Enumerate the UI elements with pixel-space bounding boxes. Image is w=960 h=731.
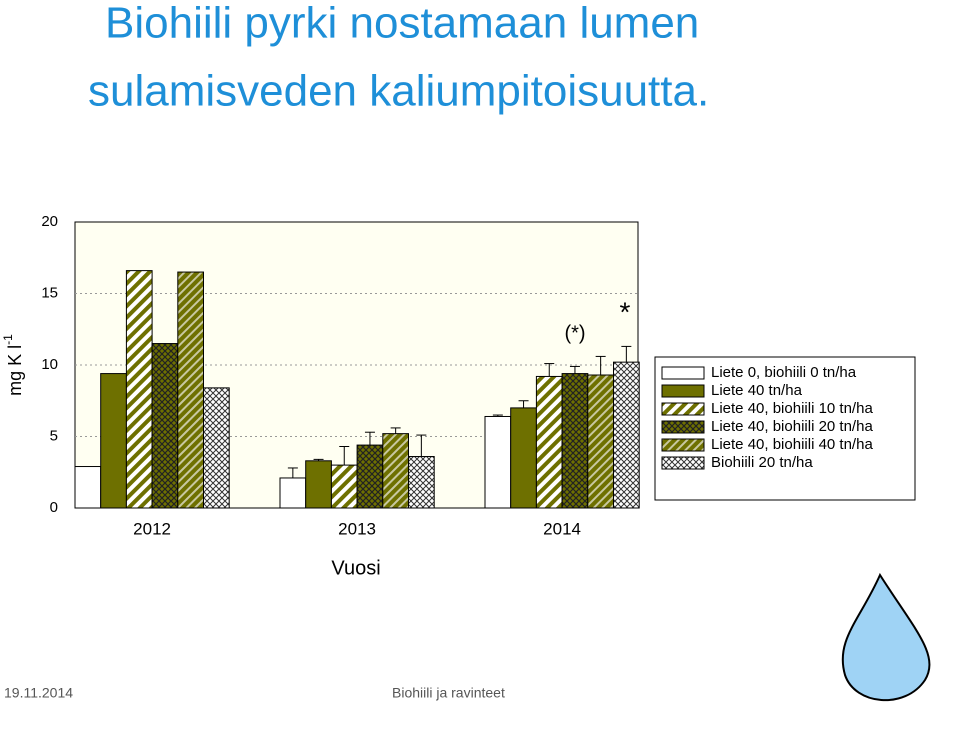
legend-swatch [661,438,705,452]
bar [484,415,512,509]
bar [613,361,640,509]
legend-swatch [661,456,705,470]
mascot-drop [841,572,931,702]
y-tick-label: 10 [41,356,58,373]
bar [151,343,179,509]
annotation: * [620,296,631,327]
bar [279,477,307,509]
bar [100,373,127,509]
footer-text: Biohiili ja ravinteet [392,685,505,701]
y-axis-label: mg K l-1 [1,334,25,396]
title-line: Biohiili pyrki nostamaan lumen [105,0,699,48]
y-tick-label: 5 [50,427,58,444]
bar [408,456,435,509]
bar [382,433,409,509]
x-tick-label: 2013 [338,519,376,538]
legend-label: Biohiili 20 tn/ha [711,454,813,471]
x-tick-label: 2012 [133,519,171,538]
bar [356,444,384,509]
bar [203,387,230,509]
legend-label: Liete 40, biohiili 40 tn/ha [711,436,873,453]
bar [561,373,589,509]
legend-swatch [661,384,705,398]
footer-date: 19.11.2014 [4,685,73,701]
legend-label: Liete 0, biohiili 0 tn/ha [711,364,857,381]
y-tick-label: 15 [41,284,58,301]
bar [330,464,358,509]
y-tick-label: 20 [41,213,58,230]
bar [74,466,102,509]
y-label-superscript: -1 [1,334,15,345]
x-axis-label: Vuosi [331,557,380,579]
legend-label: Liete 40 tn/ha [711,382,803,399]
bar [177,271,205,509]
x-tick-label: 2014 [543,519,581,538]
legend-swatch [661,402,705,416]
title-line: sulamisveden kaliumpitoisuutta. [88,67,709,116]
annotation: (*) [564,322,585,344]
y-label-text: mg K l [5,345,25,396]
legend-label: Liete 40, biohiili 20 tn/ha [711,418,873,435]
y-tick-label: 0 [50,499,58,516]
bar [587,374,614,509]
bar [305,460,332,509]
legend-swatch [661,366,705,380]
legend-label: Liete 40, biohiili 10 tn/ha [711,400,873,417]
legend-swatch [661,420,705,434]
bar [125,270,153,509]
bar [510,407,537,509]
bar [535,375,563,509]
